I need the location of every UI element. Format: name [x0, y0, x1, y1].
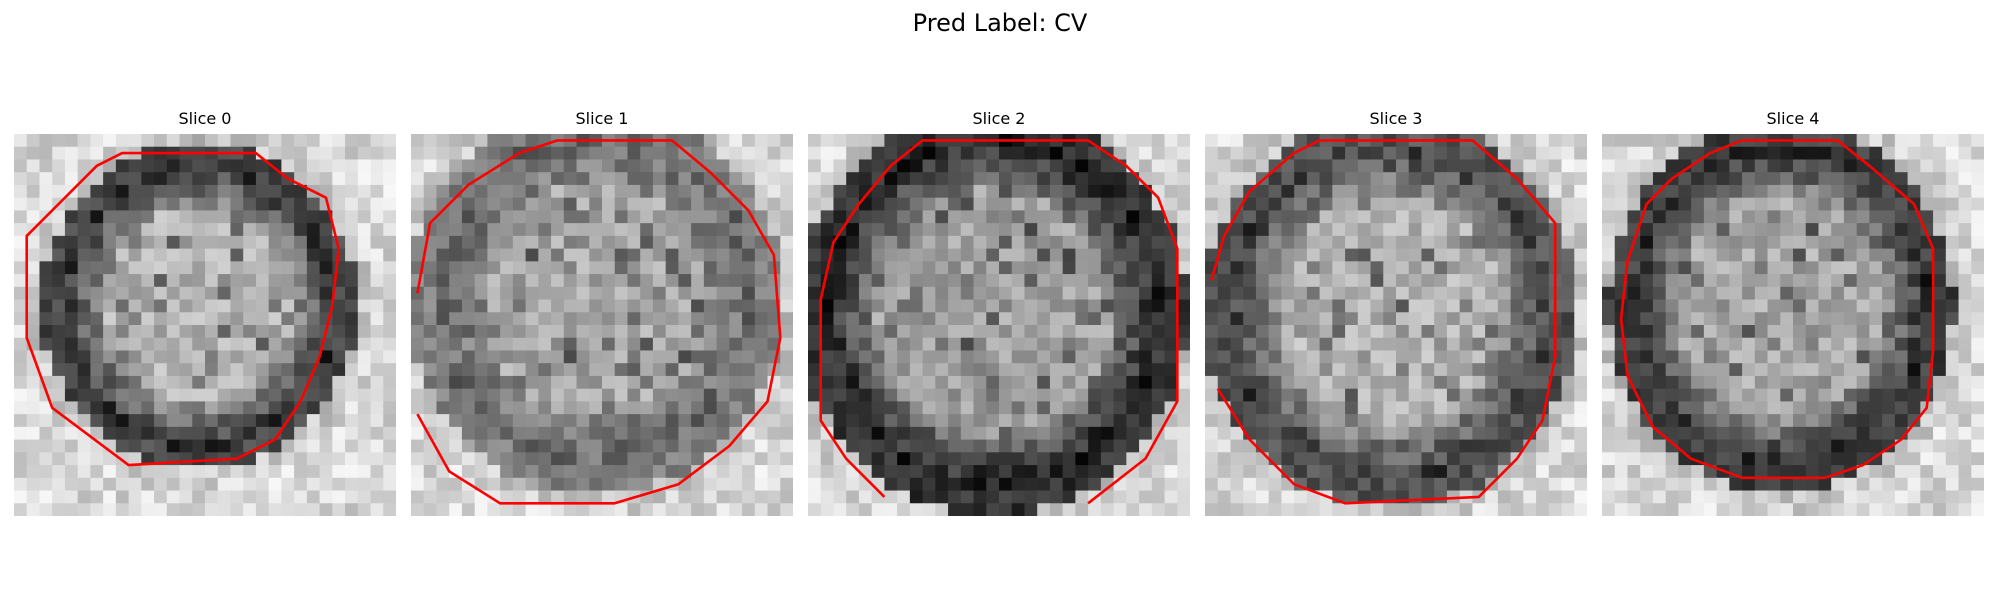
- slice-title-0: Slice 0: [14, 108, 396, 130]
- slice-panel-2: Slice 2: [808, 108, 1190, 528]
- pixel-grid: [1205, 134, 1587, 516]
- figure-title: Pred Label: CV: [0, 6, 2000, 40]
- slice-title-3: Slice 3: [1205, 108, 1587, 130]
- slice-image-0: [14, 134, 396, 516]
- slice-image-1: [411, 134, 793, 516]
- slice-panel-4: Slice 4: [1602, 108, 1984, 528]
- slice-panel-3: Slice 3: [1205, 108, 1587, 528]
- slice-title-1: Slice 1: [411, 108, 793, 130]
- slice-image-4: [1602, 134, 1984, 516]
- slice-title-2: Slice 2: [808, 108, 1190, 130]
- slice-panel-0: Slice 0: [14, 108, 396, 528]
- slice-panel-1: Slice 1: [411, 108, 793, 528]
- slice-image-2: [808, 134, 1190, 516]
- slice-title-4: Slice 4: [1602, 108, 1984, 130]
- pixel-grid: [411, 134, 793, 516]
- pixel-grid: [808, 134, 1190, 516]
- slice-image-3: [1205, 134, 1587, 516]
